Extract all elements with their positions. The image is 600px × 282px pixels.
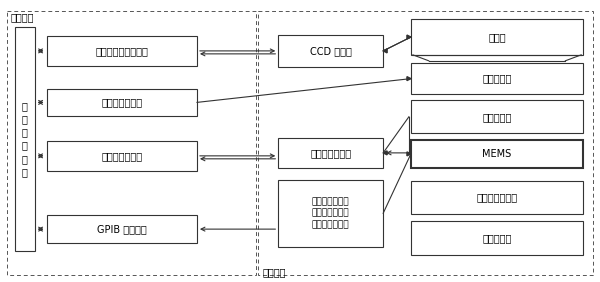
Bar <box>259 11 593 275</box>
Text: GPIB 仪器控制: GPIB 仪器控制 <box>97 224 146 234</box>
Text: 显微干涉仪: 显微干涉仪 <box>482 112 512 122</box>
Text: 显微镜: 显微镜 <box>488 32 506 42</box>
Bar <box>278 138 383 168</box>
Bar <box>278 35 383 67</box>
Bar <box>411 180 583 214</box>
Bar <box>47 215 197 243</box>
Text: 纳米定位器: 纳米定位器 <box>482 74 512 84</box>
Bar <box>15 27 35 251</box>
Bar <box>411 19 583 55</box>
Text: 振动隔离台: 振动隔离台 <box>482 233 512 243</box>
Text: 测
控
软
件
系
统: 测 控 软 件 系 统 <box>22 101 28 177</box>
Polygon shape <box>383 49 387 53</box>
Polygon shape <box>383 151 387 155</box>
Bar <box>411 221 583 255</box>
Text: 数据采集与处理: 数据采集与处理 <box>101 151 142 161</box>
Text: 图像分析与测量: 图像分析与测量 <box>101 97 142 107</box>
Polygon shape <box>407 35 411 39</box>
Text: 任意波形发生器
高压运放驱动器
频闪照明控制器: 任意波形发生器 高压运放驱动器 频闪照明控制器 <box>312 197 350 230</box>
Bar <box>411 140 583 168</box>
Text: 三维微动探针台: 三维微动探针台 <box>476 192 518 202</box>
Bar <box>47 141 197 171</box>
Bar <box>47 36 197 66</box>
Text: 硬件平台: 硬件平台 <box>262 268 286 278</box>
Bar <box>7 11 256 275</box>
Text: 动态图像采集与重构: 动态图像采集与重构 <box>95 46 148 56</box>
Text: CCD 摄像机: CCD 摄像机 <box>310 46 352 56</box>
Bar <box>411 63 583 94</box>
Text: MEMS: MEMS <box>482 149 512 159</box>
Bar <box>278 180 383 247</box>
Text: 信号调理适配器: 信号调理适配器 <box>310 148 351 158</box>
Text: 软件平台: 软件平台 <box>11 12 34 22</box>
Bar <box>411 100 583 133</box>
Polygon shape <box>407 152 411 156</box>
Bar <box>47 89 197 116</box>
Polygon shape <box>407 77 411 81</box>
